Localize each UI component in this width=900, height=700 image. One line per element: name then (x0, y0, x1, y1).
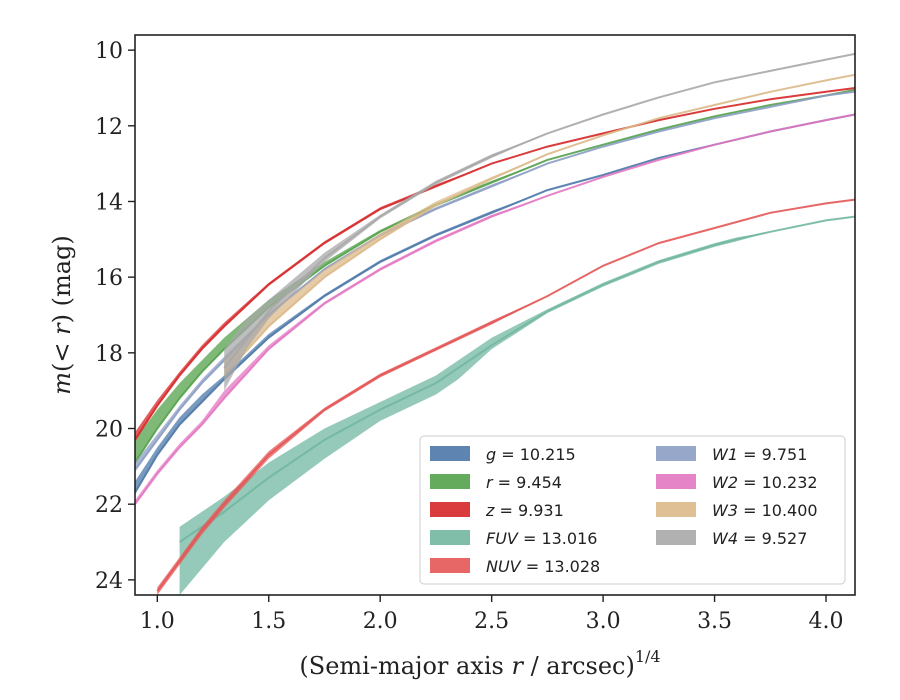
series-band-z (135, 88, 855, 440)
legend-entries: g = 10.215 r = 9.454 z = 9.931 FUV = 13.016… (430, 445, 818, 576)
legend-series-value: 10.232 (762, 473, 818, 492)
legend-equals: = (738, 501, 762, 520)
x-tick-label: 1.5 (251, 609, 286, 634)
legend-series-name: FUV (486, 529, 519, 548)
legend-label-w4: W4 = 9.527 (712, 529, 807, 548)
y-axis: 10 12 14 16 18 20 22 24 (95, 39, 135, 594)
x-tick-label: 4.0 (809, 609, 844, 634)
legend-label-nuv: NUV = 13.028 (486, 557, 600, 576)
legend-swatch-nuv (430, 558, 470, 573)
legend-series-name: W3 (712, 501, 738, 520)
legend-equals: = (738, 445, 762, 464)
plot-frame (134, 34, 856, 596)
x-axis: 1.0 1.5 2.0 2.5 3.0 3.5 4.0 (140, 595, 844, 634)
x-tick-label: 2.0 (363, 609, 398, 634)
y-tick-label: 18 (95, 342, 123, 367)
y-tick-label: 12 (95, 115, 123, 140)
legend-series-value: 13.016 (541, 529, 597, 548)
legend-swatch-g (430, 446, 470, 461)
series-line-w3 (223, 73, 855, 377)
series-line-nuv (156, 198, 855, 592)
legend-swatch-w1 (656, 446, 696, 461)
y-tick-label: 20 (95, 418, 123, 443)
x-tick-label: 3.0 (586, 609, 621, 634)
legend-series-value: 10.215 (520, 445, 576, 464)
legend-series-name: z (485, 501, 495, 520)
legend-series-value: 9.931 (518, 501, 564, 520)
legend-swatch-r (430, 474, 470, 489)
legend-box (419, 435, 846, 585)
legend-series-name: W4 (712, 529, 738, 548)
legend-swatch-z (430, 502, 470, 517)
legend-equals: = (518, 529, 542, 548)
legend-label-w2: W2 = 10.232 (712, 473, 818, 492)
series-band-r (135, 89, 855, 463)
legend-label-fuv: FUV = 13.016 (486, 529, 597, 548)
y-axis-title: m(< r) (mag) (48, 235, 76, 395)
legend-series-name: g (486, 445, 496, 464)
series-band-w4 (224, 53, 855, 391)
x-tick-label: 3.5 (697, 609, 732, 634)
legend-equals: = (521, 557, 545, 576)
legend-label-w3: W3 = 10.400 (712, 501, 818, 520)
legend-label-r: r = 9.454 (486, 473, 562, 492)
series-line-r (135, 88, 855, 464)
series-line-fuv (179, 215, 855, 543)
legend-series-name: W2 (712, 473, 738, 492)
legend-series-value: 9.454 (516, 473, 562, 492)
series-band-w3 (224, 74, 855, 376)
y-tick-label: 16 (95, 266, 123, 291)
legend-equals: = (738, 529, 762, 548)
y-tick-label: 22 (95, 493, 123, 518)
y-tick-label: 10 (95, 39, 123, 64)
legend-equals: = (496, 445, 520, 464)
legend-equals: = (494, 501, 518, 520)
x-tick-label: 1.0 (140, 609, 175, 634)
legend-series-name: NUV (486, 557, 522, 576)
legend-label-g: g = 10.215 (486, 445, 576, 464)
legend-swatch-w4 (656, 530, 696, 545)
legend-series-value: 9.527 (762, 529, 808, 548)
x-tick-label: 2.5 (474, 609, 509, 634)
x-axis-title: (Semi-major axis r / arcsec)1/4 (299, 647, 660, 680)
legend-swatch-w3 (656, 502, 696, 517)
legend-series-name: W1 (712, 445, 738, 464)
series-line-w4 (223, 52, 855, 369)
series-line-z (135, 87, 855, 441)
series-band-w1 (135, 91, 855, 471)
legend-swatch-fuv (430, 530, 470, 545)
legend-series-value: 13.028 (544, 557, 600, 576)
legend-series-value: 10.400 (762, 501, 818, 520)
legend-series-value: 9.751 (762, 445, 808, 464)
legend: g = 10.215 r = 9.454 z = 9.931 FUV = 13.016… (419, 435, 846, 585)
y-tick-label: 14 (95, 190, 123, 215)
legend-equals: = (738, 473, 762, 492)
legend-equals: = (493, 473, 517, 492)
legend-swatch-w2 (656, 474, 696, 489)
series-line-w1 (135, 90, 855, 471)
legend-label-z: z = 9.931 (485, 501, 564, 520)
y-tick-label: 24 (95, 569, 123, 594)
legend-series-name: r (486, 473, 494, 492)
series-layer (135, 52, 855, 595)
series-line-w2 (135, 113, 855, 505)
legend-label-w1: W1 = 9.751 (712, 445, 807, 464)
